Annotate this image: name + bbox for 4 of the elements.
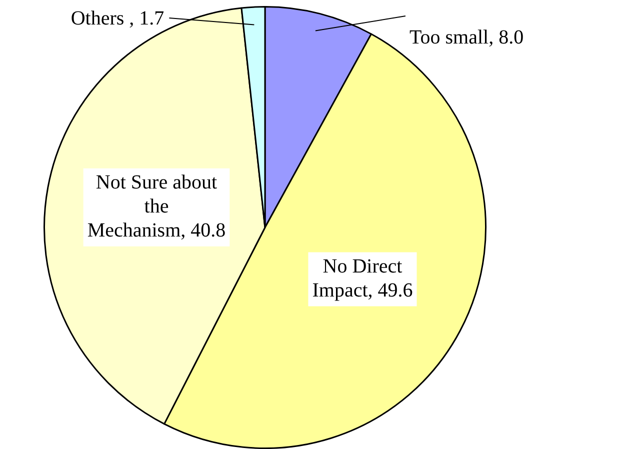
slice-label: Not Sure about the Mechanism, 40.8 [87,172,226,242]
slice-label: Too small, 8.0 [409,26,524,48]
slice-label: No Direct Impact, 49.6 [312,256,413,302]
slice-label: Others , 1.7 [70,7,164,30]
